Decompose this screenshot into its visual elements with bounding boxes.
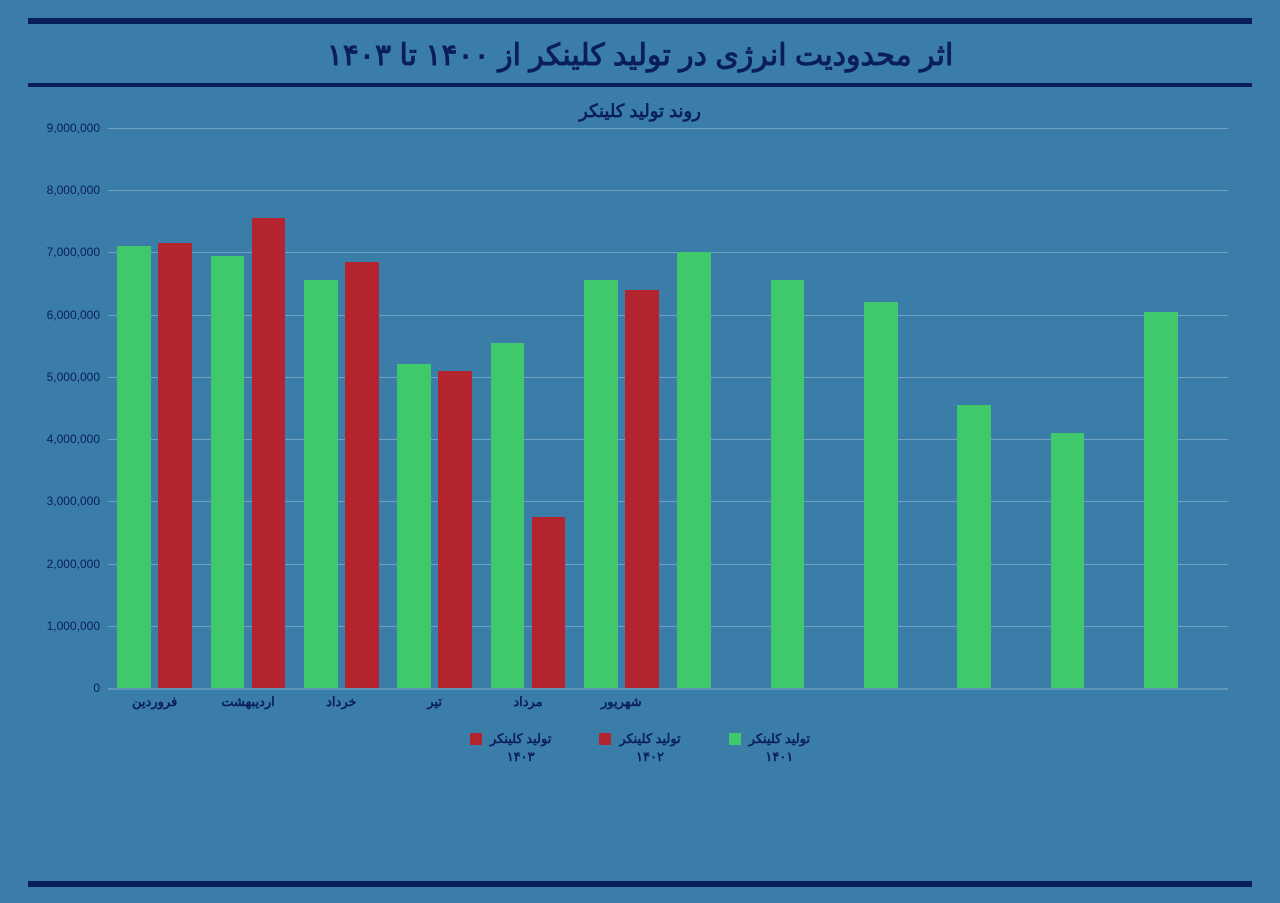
bar (532, 517, 566, 688)
legend-swatch (729, 733, 741, 745)
bar-group (1144, 128, 1219, 688)
bar (252, 218, 286, 688)
x-axis-label: فروردین (132, 694, 177, 710)
bar (397, 364, 431, 688)
y-tick-label: 5,000,000 (47, 370, 108, 384)
bottom-rule (28, 881, 1252, 887)
bar-group (1051, 128, 1126, 688)
bar (345, 262, 379, 688)
bar-group: اردیبهشت (211, 128, 286, 688)
chart-area: 01,000,0002,000,0003,000,0004,000,0005,0… (108, 128, 1228, 688)
x-axis-label: شهریور (601, 694, 642, 710)
legend-label: تولید کلینکر۱۴۰۱ (749, 730, 810, 765)
bar-group: شهریور (584, 128, 659, 688)
bar (1144, 312, 1178, 688)
legend-item: تولید کلینکر۱۴۰۳ (470, 730, 551, 765)
bar-group (957, 128, 1032, 688)
slide-title: اثر محدودیت انرژی در تولید کلینکر از ۱۴۰… (28, 38, 1252, 73)
plot-area: 01,000,0002,000,0003,000,0004,000,0005,0… (108, 128, 1228, 688)
bar (677, 252, 711, 688)
legend-label: تولید کلینکر۱۴۰۳ (490, 730, 551, 765)
bar-group: تیر (397, 128, 472, 688)
bar-group: مرداد (491, 128, 566, 688)
grid-line (108, 688, 1228, 690)
bar (625, 290, 659, 688)
y-tick-label: 9,000,000 (47, 121, 108, 135)
y-tick-label: 6,000,000 (47, 308, 108, 322)
legend-label: تولید کلینکر۱۴۰۲ (619, 730, 680, 765)
mid-rule (28, 83, 1252, 87)
bar (864, 302, 898, 688)
y-tick-label: 8,000,000 (47, 183, 108, 197)
top-rule (28, 18, 1252, 24)
x-axis-label: مرداد (513, 694, 542, 710)
chart-subtitle: روند تولید کلینکر (28, 101, 1252, 122)
legend-swatch (599, 733, 611, 745)
y-tick-label: 3,000,000 (47, 494, 108, 508)
y-tick-label: 1,000,000 (47, 619, 108, 633)
bar-group (864, 128, 939, 688)
bar (304, 280, 338, 688)
slide: اثر محدودیت انرژی در تولید کلینکر از ۱۴۰… (0, 0, 1280, 903)
bar (491, 343, 525, 688)
y-tick-label: 2,000,000 (47, 557, 108, 571)
bar (438, 371, 472, 688)
bar (211, 256, 245, 688)
bar (771, 280, 805, 688)
bar (158, 243, 192, 688)
y-tick-label: 0 (93, 681, 108, 695)
bar (1051, 433, 1085, 688)
bar-group: خرداد (304, 128, 379, 688)
x-axis-label: اردیبهشت (221, 694, 275, 710)
bar (584, 280, 618, 688)
legend: تولید کلینکر۱۴۰۱ تولید کلینکر۱۴۰۲ تولید کل… (28, 730, 1252, 765)
bar-group (677, 128, 752, 688)
bar (957, 405, 991, 688)
x-axis-label: تیر (427, 694, 442, 710)
bar-group: فروردین (117, 128, 192, 688)
x-axis-label: خرداد (326, 694, 356, 710)
legend-swatch (470, 733, 482, 745)
legend-item: تولید کلینکر۱۴۰۱ (729, 730, 810, 765)
y-tick-label: 4,000,000 (47, 432, 108, 446)
bar-group (771, 128, 846, 688)
bar (117, 246, 151, 688)
y-tick-label: 7,000,000 (47, 245, 108, 259)
legend-item: تولید کلینکر۱۴۰۲ (599, 730, 680, 765)
